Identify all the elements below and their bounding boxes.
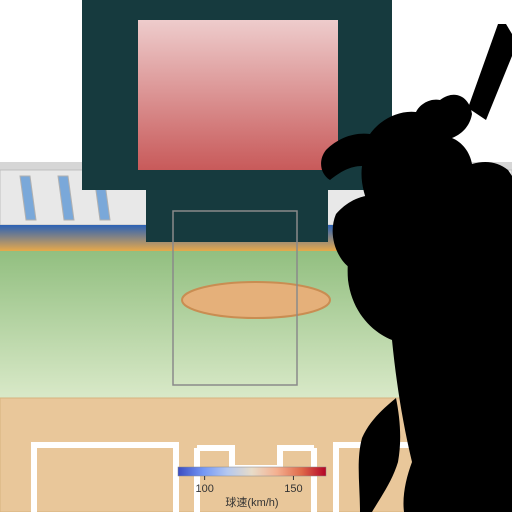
speed-colorbar: 100 150 球速(km/h) <box>0 0 512 512</box>
colorbar-tick-0: 100 <box>195 483 213 495</box>
colorbar-label: 球速(km/h) <box>225 495 278 509</box>
colorbar-tick-1: 150 <box>284 483 302 495</box>
pitch-location-diagram: 100 150 球速(km/h) <box>0 0 512 512</box>
